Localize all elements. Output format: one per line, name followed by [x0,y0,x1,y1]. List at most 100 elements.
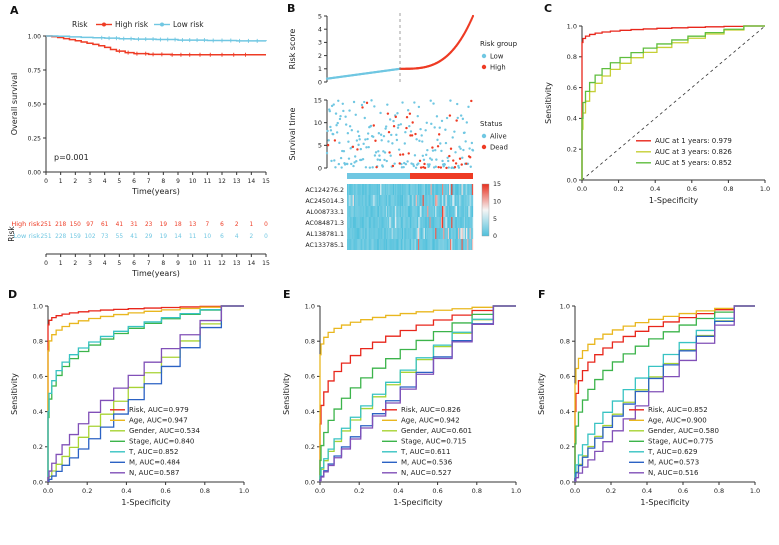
svg-text:0.6: 0.6 [160,487,170,495]
svg-text:Risk, AUC=0.826: Risk, AUC=0.826 [401,406,461,414]
svg-text:0.2: 0.2 [613,185,623,193]
svg-text:0: 0 [44,260,48,267]
svg-text:31: 31 [130,222,138,228]
svg-text:0.6: 0.6 [687,185,697,193]
svg-text:11: 11 [204,178,212,185]
svg-text:0.2: 0.2 [560,443,570,451]
svg-text:2: 2 [318,52,322,60]
svg-text:High risk: High risk [115,20,149,29]
svg-text:3: 3 [88,260,92,267]
panel-b-risk-distribution: 0 1 2 3 4 5 Risk score Risk group Low High 0 5 10 15 S… [283,8,535,284]
svg-text:0.8: 0.8 [723,185,733,193]
svg-text:0.0: 0.0 [315,487,325,495]
svg-text:0.6: 0.6 [305,373,315,381]
svg-text:15: 15 [262,178,270,185]
panel-label-a: A [10,4,19,17]
panel-e-multivariable-roc: 0.0 0.2 0.4 0.6 0.8 1.0 0.0 0.2 0.4 0.6 0.8 1.0 1-Sp… [278,296,540,538]
svg-text:T, AUC=0.852: T, AUC=0.852 [128,448,178,456]
svg-text:0.6: 0.6 [567,84,577,92]
svg-text:10: 10 [314,119,322,127]
svg-text:159: 159 [70,234,81,240]
svg-text:Age, AUC=0.900: Age, AUC=0.900 [648,417,707,425]
svg-text:3: 3 [88,178,92,185]
svg-text:0.2: 0.2 [567,146,577,154]
svg-text:0.50: 0.50 [28,101,42,108]
svg-text:Status: Status [480,120,503,128]
svg-text:M, AUC=0.536: M, AUC=0.536 [401,459,453,467]
svg-text:5: 5 [318,142,322,150]
panel-a-number-at-risk-table: High risk 251 218 150 97 61 41 31 23 19 18 13 7 6 2 1 0 L… [6,214,274,288]
svg-text:13: 13 [189,222,197,228]
svg-text:10: 10 [189,260,197,267]
svg-text:0.4: 0.4 [121,487,131,495]
svg-text:1.0: 1.0 [239,487,249,495]
svg-text:1: 1 [318,65,322,73]
svg-text:10: 10 [204,234,212,240]
svg-text:15: 15 [314,96,322,104]
svg-text:Risk: Risk [7,226,16,242]
svg-text:12: 12 [218,178,226,185]
svg-text:0.2: 0.2 [82,487,92,495]
svg-text:Stage, AUC=0.840: Stage, AUC=0.840 [129,438,194,446]
svg-text:0.4: 0.4 [642,487,652,495]
svg-text:0.4: 0.4 [393,487,403,495]
svg-text:55: 55 [116,234,124,240]
svg-text:10: 10 [189,178,197,185]
svg-text:19: 19 [160,234,168,240]
svg-text:10: 10 [493,199,501,206]
svg-text:0: 0 [264,234,268,240]
svg-text:15: 15 [493,181,501,188]
svg-text:0.0: 0.0 [33,478,43,486]
svg-text:9: 9 [176,178,180,185]
panel-label-e: E [283,288,291,301]
svg-text:0: 0 [318,78,322,86]
panel-label-d: D [8,288,18,301]
svg-text:1.0: 1.0 [567,22,577,30]
svg-text:Time(years): Time(years) [131,269,180,278]
svg-text:Risk group: Risk group [480,40,518,48]
svg-text:1.0: 1.0 [511,487,521,495]
svg-text:251: 251 [40,222,51,228]
svg-text:0.0: 0.0 [560,478,570,486]
svg-text:Gender, AUC=0.601: Gender, AUC=0.601 [401,427,472,435]
svg-text:29: 29 [145,234,153,240]
svg-text:0.6: 0.6 [678,487,688,495]
svg-text:0.8: 0.8 [200,487,210,495]
svg-text:Low: Low [490,53,504,61]
panel-f-multivariable-roc: 0.0 0.2 0.4 0.6 0.8 1.0 0.0 0.2 0.4 0.6 0.8 1.0 1-Sp… [533,296,777,538]
svg-text:1.0: 1.0 [33,302,43,310]
svg-text:1.0: 1.0 [760,185,770,193]
svg-text:0.6: 0.6 [560,373,570,381]
svg-text:102: 102 [84,234,95,240]
svg-text:9: 9 [176,260,180,267]
svg-text:AUC at 1 years: 0.979: AUC at 1 years: 0.979 [655,137,732,145]
svg-text:Stage, AUC=0.775: Stage, AUC=0.775 [648,438,713,446]
svg-text:218: 218 [55,222,66,228]
svg-text:Sensitivity: Sensitivity [544,82,553,124]
svg-text:5: 5 [117,178,121,185]
svg-text:8: 8 [161,178,165,185]
svg-text:AUC at 3 years: 0.826: AUC at 3 years: 0.826 [655,148,732,156]
svg-text:7: 7 [205,222,209,228]
panel-label-c: C [544,2,553,15]
svg-text:N, AUC=0.527: N, AUC=0.527 [401,469,451,477]
svg-text:Risk: Risk [72,20,88,29]
svg-text:0.2: 0.2 [354,487,364,495]
svg-text:2: 2 [235,222,239,228]
svg-text:Risk score: Risk score [288,29,297,70]
svg-text:5: 5 [117,260,121,267]
svg-text:0.8: 0.8 [714,487,724,495]
svg-text:6: 6 [132,178,136,185]
svg-text:Sensitivity: Sensitivity [282,373,291,415]
svg-text:0: 0 [44,178,48,185]
svg-text:4: 4 [318,26,322,34]
svg-text:5: 5 [318,12,322,20]
svg-text:61: 61 [101,222,109,228]
svg-text:Time(years): Time(years) [131,187,180,196]
svg-text:Gender, AUC=0.580: Gender, AUC=0.580 [648,427,719,435]
svg-text:5: 5 [493,216,497,223]
svg-text:0.0: 0.0 [305,478,315,486]
svg-text:Risk, AUC=0.852: Risk, AUC=0.852 [648,406,708,414]
svg-text:0.4: 0.4 [305,408,315,416]
